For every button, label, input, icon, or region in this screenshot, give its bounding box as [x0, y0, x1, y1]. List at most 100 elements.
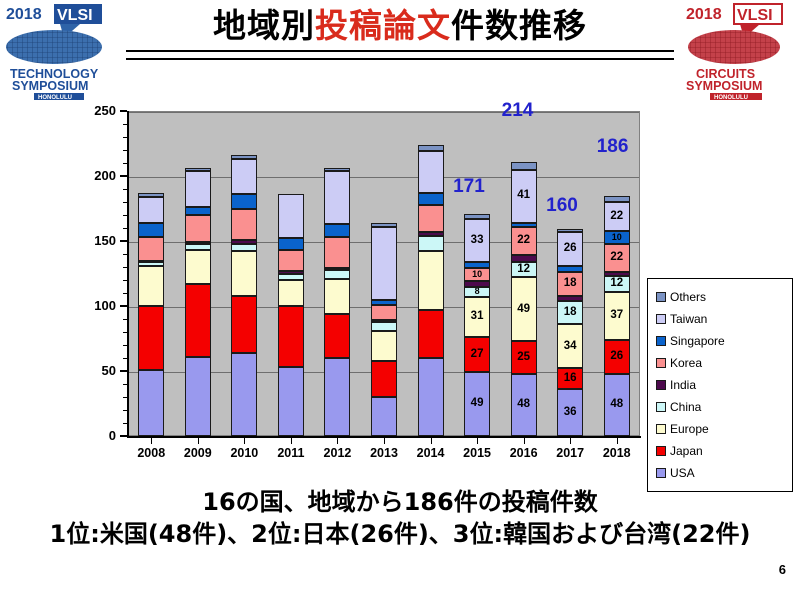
x-axis-tick — [430, 438, 432, 444]
bar-segment-europe-2008 — [138, 265, 165, 306]
legend-label: USA — [670, 466, 695, 480]
bar-segment-europe-2010 — [231, 251, 258, 296]
legend-item-china[interactable]: China — [656, 396, 792, 418]
bar-segment-china-2012 — [324, 269, 351, 279]
gridline — [129, 177, 639, 178]
bar-segment-taiwan-2012 — [324, 170, 351, 225]
x-axis-tick — [290, 438, 292, 444]
bar-segment-india-2015 — [464, 281, 491, 287]
y-axis-major-tick — [120, 240, 127, 242]
bar-segment-usa-2012 — [324, 358, 351, 436]
legend-item-japan[interactable]: Japan — [656, 440, 792, 462]
svg-text:2018: 2018 — [686, 6, 722, 23]
bar-segment-singapore-2015 — [464, 261, 491, 269]
x-axis-label: 2010 — [230, 446, 259, 460]
bar-segment-japan-2016: 25 — [510, 341, 537, 374]
gridline — [129, 112, 639, 113]
y-axis-label: 50 — [101, 363, 116, 378]
vlsi-circuits-symposium-logo: 2018 VLSI CIRCUITS SYMPOSIUM HONOLULU — [680, 2, 798, 100]
bar-segment-china-2013 — [371, 321, 397, 331]
bar-segment-singapore-2011 — [277, 238, 304, 251]
x-axis-label: 2008 — [137, 446, 166, 460]
logo-right-graphic: 2018 VLSI CIRCUITS SYMPOSIUM HONOLULU — [686, 3, 783, 100]
y-axis-minor-tick — [123, 189, 127, 190]
y-axis-major-tick — [120, 370, 127, 372]
bar-segment-europe-2017: 34 — [557, 324, 584, 369]
stacked-bar-2017: 36 16 34 18 18 26 — [557, 111, 584, 436]
footer-line-1: 16の国、地域から186件の投稿件数 — [202, 488, 598, 516]
bar-segment-china-2011 — [277, 273, 304, 280]
legend-item-europe[interactable]: Europe — [656, 418, 792, 440]
bar-segment-others-2018 — [603, 195, 630, 202]
bar-total-label-2018: 186 — [596, 135, 629, 157]
bar-segment-singapore-2016 — [510, 222, 537, 227]
stacked-bar-2009 — [184, 111, 211, 436]
bar-segment-korea-2009 — [184, 215, 211, 243]
bar-segment-china-2018: 12 — [603, 276, 630, 292]
x-axis-label: 2015 — [463, 446, 491, 460]
x-axis-tick — [337, 438, 339, 444]
legend-item-usa[interactable]: USA — [656, 462, 792, 484]
legend-swatch-icon-singapore — [656, 336, 666, 346]
bar-segment-china-2010 — [231, 243, 258, 252]
bar-segment-europe-2013 — [371, 330, 397, 361]
bar-segment-usa-2010 — [231, 352, 258, 436]
legend-item-india[interactable]: India — [656, 374, 792, 396]
bar-segment-singapore-2009 — [184, 207, 211, 215]
stacked-bar-2011 — [277, 111, 304, 436]
legend-label: Korea — [670, 356, 703, 370]
y-axis-major-tick — [120, 110, 127, 112]
bar-segment-usa-2013 — [371, 397, 397, 436]
bar-segment-korea-2010 — [231, 208, 258, 240]
bar-segment-india-2014 — [417, 231, 444, 236]
bar-segment-china-2017: 18 — [557, 300, 584, 325]
bar-segment-japan-2014 — [417, 309, 444, 358]
legend-label: Europe — [670, 422, 709, 436]
x-axis-tick — [616, 438, 618, 444]
bar-segment-taiwan-2011 — [277, 194, 304, 239]
y-axis-minor-tick — [123, 215, 127, 216]
stacked-bar-2016: 48 25 49 12 22 41 — [510, 111, 537, 436]
bar-segment-korea-2017: 18 — [557, 272, 584, 296]
y-axis-major-tick — [120, 435, 127, 437]
legend-label: Others — [670, 290, 707, 304]
legend-item-taiwan[interactable]: Taiwan — [656, 308, 792, 330]
bar-segment-india-2011 — [277, 270, 304, 274]
bar-segment-usa-2017: 36 — [557, 389, 584, 436]
stacked-bar-2015: 49 27 31 8 10 33 — [464, 111, 491, 436]
bar-segment-others-2015 — [464, 213, 491, 219]
bar-segment-japan-2011 — [277, 306, 304, 368]
bar-segment-singapore-2012 — [324, 224, 351, 238]
y-axis-minor-tick — [123, 332, 127, 333]
x-axis-tick — [197, 438, 199, 444]
y-axis-minor-tick — [123, 384, 127, 385]
page-title: 地域別投稿論文件数推移 — [213, 7, 587, 45]
legend-swatch-icon-korea — [656, 358, 666, 368]
legend-item-others[interactable]: Others — [656, 286, 792, 308]
y-axis-label: 100 — [94, 298, 116, 313]
bar-segment-singapore-2017 — [557, 265, 584, 273]
y-axis-minor-tick — [123, 345, 127, 346]
y-axis-major-tick — [120, 175, 127, 177]
y-axis-minor-tick — [123, 228, 127, 229]
legend-label: Taiwan — [670, 312, 708, 326]
bar-segment-others-2010 — [231, 155, 258, 160]
bar-segment-japan-2010 — [231, 295, 258, 353]
bar-segment-korea-2008 — [138, 237, 165, 261]
svg-text:HONOLULU: HONOLULU — [714, 95, 748, 100]
bar-segment-europe-2018: 37 — [603, 291, 630, 340]
bar-segment-korea-2014 — [417, 204, 444, 232]
bar-segment-usa-2018: 48 — [603, 373, 630, 436]
svg-text:VLSI: VLSI — [737, 7, 773, 24]
stacked-bar-2014 — [417, 111, 444, 436]
bar-segment-europe-2011 — [277, 280, 304, 306]
legend-item-korea[interactable]: Korea — [656, 352, 792, 374]
bar-segment-taiwan-2010 — [231, 159, 258, 195]
bar-segment-europe-2014 — [417, 251, 444, 310]
legend-item-singapore[interactable]: Singapore — [656, 330, 792, 352]
bar-total-label-2016: 214 — [501, 99, 534, 121]
bar-segment-japan-2018: 26 — [603, 339, 630, 374]
bar-segment-japan-2009 — [184, 283, 211, 357]
y-axis-minor-tick — [123, 397, 127, 398]
bar-segment-taiwan-2008 — [138, 196, 165, 223]
